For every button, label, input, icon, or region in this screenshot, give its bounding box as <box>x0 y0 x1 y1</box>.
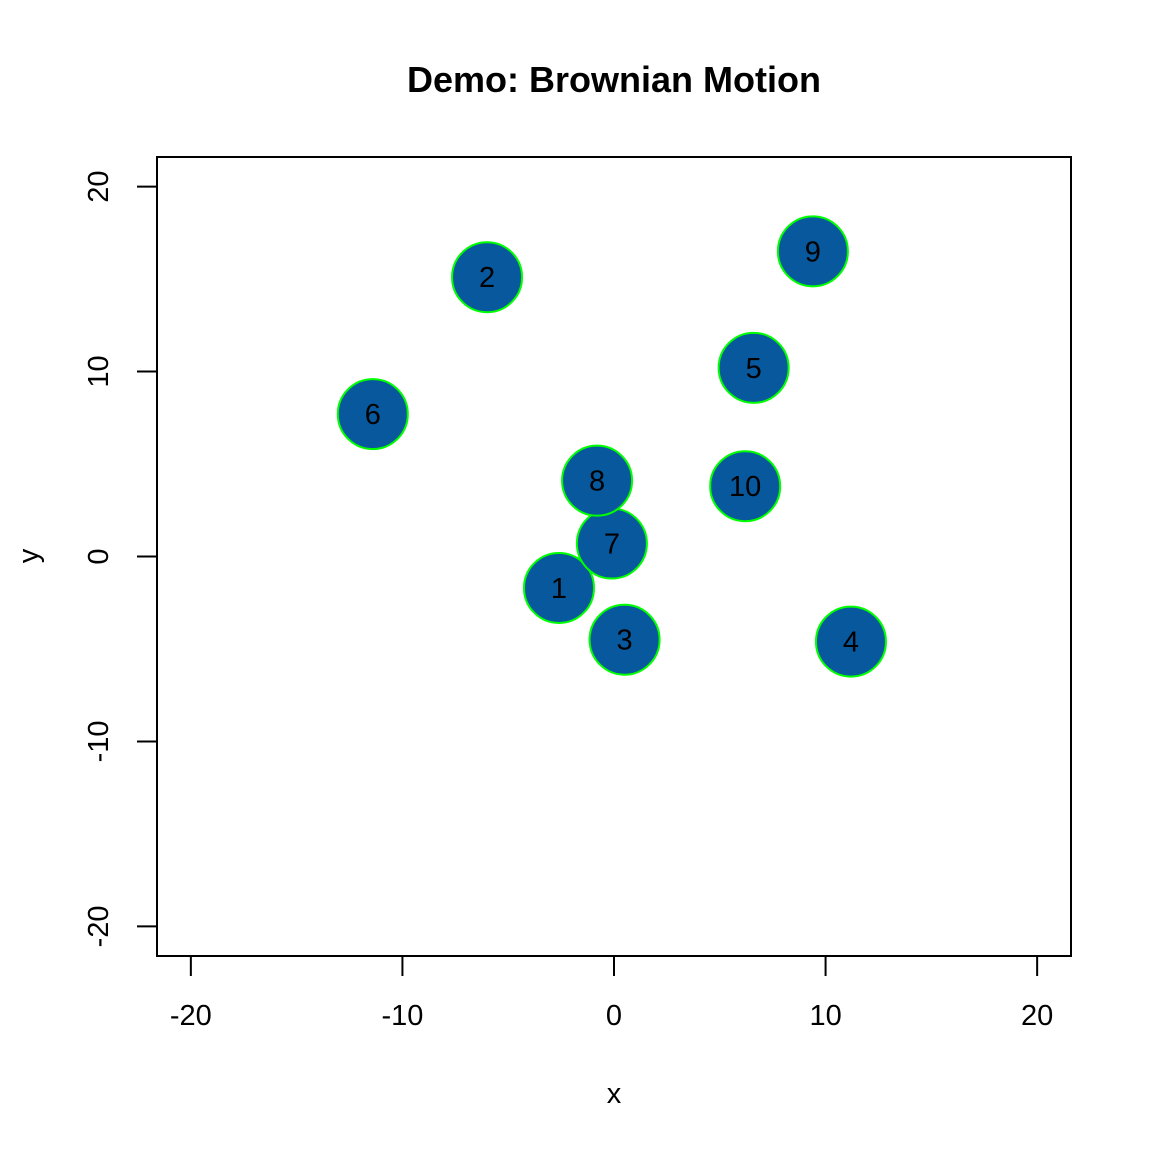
chart-title: Demo: Brownian Motion <box>407 59 821 100</box>
y-axis-label: y <box>13 548 45 563</box>
data-points: 1 2 3 4 5 6 7 8 9 10 <box>336 215 887 678</box>
data-point-label: 8 <box>589 466 605 498</box>
data-point-6 <box>336 378 409 451</box>
y-tick-label: 0 <box>83 548 115 564</box>
x-tick-label: -20 <box>170 1000 212 1032</box>
data-point-8 <box>561 444 634 517</box>
data-point-10 <box>709 450 782 523</box>
data-point-label: 10 <box>729 471 761 503</box>
data-point-label: 2 <box>479 262 495 294</box>
data-point-9 <box>776 215 849 288</box>
y-axis: -20 -10 0 10 20 <box>83 170 158 947</box>
data-point-4 <box>814 605 887 678</box>
x-tick-label: 10 <box>809 1000 841 1032</box>
y-tick-label: -20 <box>83 905 115 947</box>
data-point-1 <box>522 551 595 624</box>
x-axis-label: x <box>607 1078 622 1110</box>
data-point-label: 5 <box>746 353 762 385</box>
data-point-label: 7 <box>604 529 620 561</box>
data-point-3 <box>588 603 661 676</box>
x-axis: -20 -10 0 10 20 <box>170 955 1053 1032</box>
x-tick-label: 20 <box>1021 1000 1053 1032</box>
data-point-label: 4 <box>843 627 859 659</box>
y-tick-label: -10 <box>83 720 115 762</box>
data-point-label: 3 <box>617 625 633 657</box>
data-point-label: 9 <box>805 236 821 268</box>
y-tick-label: 10 <box>83 355 115 387</box>
y-tick-label: 20 <box>83 170 115 202</box>
x-tick-label: 0 <box>606 1000 622 1032</box>
data-point-2 <box>451 241 524 314</box>
data-point-label: 6 <box>365 399 381 431</box>
x-tick-label: -10 <box>381 1000 423 1032</box>
data-point-label: 1 <box>551 573 567 605</box>
data-point-5 <box>717 331 790 404</box>
